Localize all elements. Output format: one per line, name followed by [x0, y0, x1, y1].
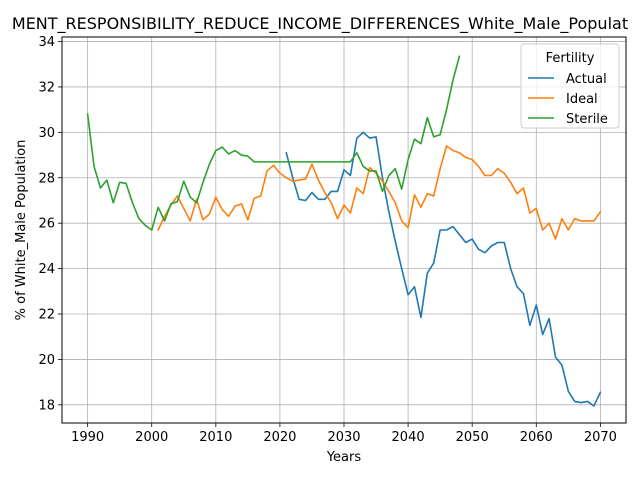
series-lines [86, 55, 602, 407]
y-tick-label: 20 [38, 353, 55, 368]
x-tick-label: 2070 [584, 430, 617, 445]
series-line-actual [285, 131, 602, 407]
legend: Fertility Actual Ideal Sterile [520, 43, 620, 129]
legend-label-ideal: Ideal [566, 92, 598, 107]
x-tick-label: 2030 [327, 430, 360, 445]
legend-box [520, 43, 620, 129]
x-tick-label: 2060 [520, 430, 553, 445]
y-axis: 18 20 22 24 26 28 30 32 34 [38, 35, 62, 413]
y-tick-label: 34 [38, 35, 55, 50]
legend-items: Actual Ideal Sterile [528, 72, 608, 127]
y-axis-title: % of White_Male Population [14, 140, 29, 321]
y-tick-label: 26 [38, 217, 55, 232]
x-tick-label: 2000 [135, 430, 168, 445]
series-line-sterile [86, 55, 461, 231]
chart-title: MENT_RESPONSIBILITY_REDUCE_INCOME_DIFFER… [12, 14, 628, 34]
x-tick-label: 2050 [456, 430, 489, 445]
x-axis-title: Years [326, 450, 362, 465]
x-axis: 1990 2000 2010 2020 2030 2040 2050 2060 2070 [71, 423, 617, 445]
series-line-ideal [157, 145, 602, 240]
y-tick-label: 18 [38, 398, 55, 413]
legend-label-sterile: Sterile [566, 112, 608, 127]
y-tick-label: 24 [38, 262, 55, 277]
legend-title: Fertility [546, 51, 595, 66]
y-tick-label: 22 [38, 308, 55, 323]
legend-label-actual: Actual [566, 72, 607, 87]
y-tick-label: 28 [38, 171, 55, 186]
y-tick-label: 30 [38, 126, 55, 141]
x-tick-label: 2040 [392, 430, 425, 445]
x-tick-label: 2020 [263, 430, 296, 445]
x-tick-label: 2010 [199, 430, 232, 445]
x-tick-label: 1990 [71, 430, 104, 445]
y-tick-label: 32 [38, 80, 55, 95]
